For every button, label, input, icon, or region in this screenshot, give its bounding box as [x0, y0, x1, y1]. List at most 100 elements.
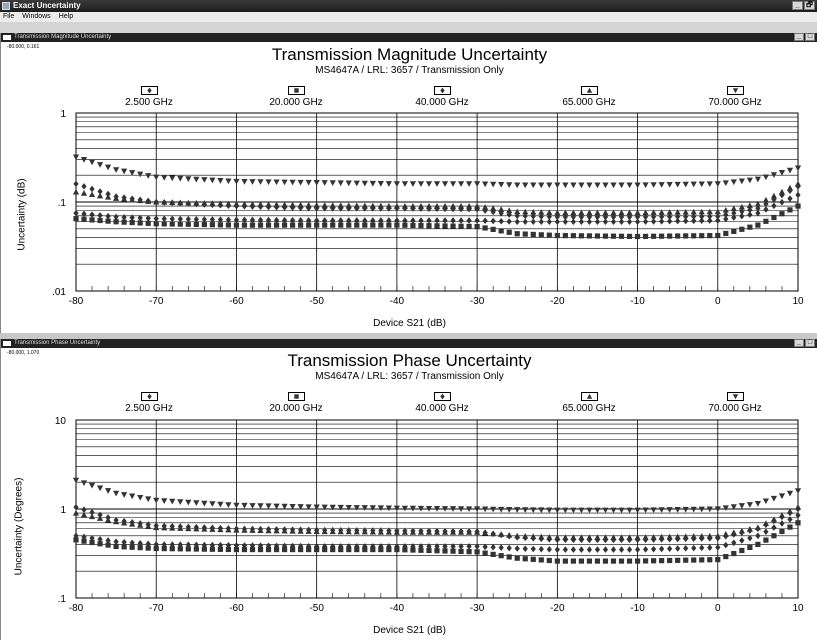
data-point	[699, 544, 705, 552]
data-point	[402, 222, 408, 228]
y-tick-label: 1	[60, 505, 66, 516]
data-point	[683, 544, 689, 552]
data-point	[514, 218, 520, 226]
data-point	[786, 508, 794, 514]
data-point	[161, 175, 168, 181]
data-point	[409, 181, 417, 187]
data-point	[137, 220, 143, 226]
data-point	[474, 543, 480, 550]
data-point	[129, 214, 135, 221]
data-point	[185, 176, 192, 183]
data-point	[314, 222, 320, 228]
data-point	[121, 544, 127, 550]
data-point	[490, 217, 496, 225]
data-point	[81, 506, 87, 514]
data-point	[594, 218, 601, 226]
app-minimize-button[interactable]: _	[792, 1, 803, 10]
menu-file[interactable]: File	[3, 13, 15, 20]
data-point	[731, 228, 737, 234]
data-point	[546, 218, 552, 226]
data-point	[80, 190, 88, 196]
data-point	[530, 556, 536, 562]
data-point	[209, 216, 215, 223]
series-1	[73, 520, 801, 564]
phase-panel-title-bar[interactable]: Transmission Phase Uncertainty _ □	[1, 339, 817, 348]
data-point	[72, 154, 80, 161]
data-point	[754, 200, 761, 207]
data-point	[530, 218, 536, 226]
data-point	[554, 558, 560, 564]
data-point	[707, 544, 713, 551]
data-point	[169, 524, 176, 531]
data-point	[72, 188, 80, 195]
phase-minimize-button[interactable]: _	[794, 339, 804, 347]
data-point	[442, 223, 448, 229]
data-point	[666, 181, 673, 188]
data-point	[506, 531, 513, 538]
data-point	[209, 200, 216, 206]
data-point	[690, 533, 697, 539]
data-point	[538, 209, 545, 215]
magnitude-panel: Transmission Magnitude Uncertainty _ □ -…	[0, 33, 817, 333]
data-point	[795, 203, 801, 209]
data-point	[217, 178, 224, 184]
data-point	[634, 558, 641, 564]
data-point	[610, 546, 617, 553]
data-point	[634, 507, 641, 514]
data-point	[683, 233, 689, 239]
data-point	[675, 557, 681, 563]
magnitude-panel-title-bar[interactable]: Transmission Magnitude Uncertainty _ □	[1, 33, 817, 42]
data-point	[755, 209, 761, 217]
data-point	[177, 175, 184, 182]
data-point	[298, 222, 304, 228]
data-point	[778, 493, 786, 500]
data-point	[193, 546, 199, 552]
data-point	[602, 209, 609, 216]
menu-help[interactable]: Help	[58, 13, 74, 20]
data-point	[683, 557, 689, 563]
data-point	[562, 213, 568, 221]
data-point	[763, 528, 769, 535]
data-point	[586, 558, 593, 564]
data-point	[498, 553, 504, 559]
data-point	[225, 178, 232, 185]
data-point	[747, 544, 753, 551]
data-point	[538, 213, 544, 220]
data-point	[570, 218, 576, 226]
data-point	[441, 202, 449, 209]
data-point	[530, 545, 536, 553]
data-point	[409, 202, 417, 209]
data-point	[153, 215, 159, 222]
data-point	[610, 233, 617, 239]
data-point	[594, 213, 601, 221]
y-axis-label: Uncertainty (dB)	[16, 178, 28, 251]
data-point	[305, 201, 312, 208]
data-point	[723, 211, 729, 219]
phase-maximize-button[interactable]: □	[805, 339, 815, 347]
menu-windows[interactable]: Windows	[22, 13, 51, 20]
data-point	[449, 202, 457, 209]
data-point	[442, 548, 448, 554]
data-point	[674, 506, 681, 513]
app-restore-button[interactable]: 🗗	[804, 1, 815, 10]
data-point	[137, 494, 144, 501]
magnitude-maximize-button[interactable]: □	[805, 33, 815, 41]
data-point	[482, 529, 489, 536]
data-point	[337, 180, 344, 187]
data-point	[602, 558, 609, 564]
data-point	[586, 546, 593, 553]
data-point	[265, 201, 272, 208]
data-point	[402, 543, 408, 550]
grid	[75, 112, 799, 292]
data-point	[105, 537, 111, 544]
data-point	[417, 529, 425, 535]
data-point	[522, 231, 528, 237]
data-point	[482, 543, 488, 551]
data-point	[610, 507, 617, 514]
magnitude-chart: -80 -70 -60 -50 -40 -30 -20 -10 0 10 1 .1 .01	[52, 109, 804, 307]
data-point	[346, 217, 352, 224]
data-point	[602, 546, 609, 553]
magnitude-minimize-button[interactable]: _	[794, 33, 804, 41]
data-point	[88, 482, 96, 489]
data-point	[353, 202, 360, 209]
